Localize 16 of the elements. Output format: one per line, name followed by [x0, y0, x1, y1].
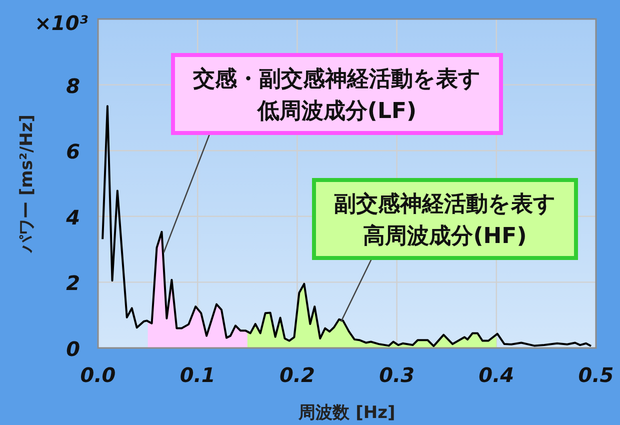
x-tick-label: 0.3	[379, 363, 415, 387]
y-tick-label: 8	[66, 74, 80, 98]
x-axis-title: 周波数 [Hz]	[298, 403, 396, 423]
text: ×10³	[34, 11, 88, 35]
annotation: 副交感神経活動を表す高周波成分(HF)	[334, 191, 556, 249]
x-tick-label: 0.4	[478, 363, 514, 387]
x-tick-label: 0.5	[578, 363, 614, 387]
y-tick-label: 6	[66, 140, 80, 164]
x-tick-label: 0.1	[180, 363, 216, 387]
annotation: 交感・副交感神経活動を表す低周波成分(LF)	[192, 66, 481, 124]
x-tick-label: 0.2	[279, 363, 315, 387]
y-tick-label: 0	[66, 337, 80, 361]
y-tick-label: 4	[65, 205, 80, 230]
x-tick-label: 0.0	[80, 363, 116, 387]
y-tick-label: 2	[66, 271, 80, 296]
y-axis-title: パワー [ms²/Hz]	[17, 114, 37, 254]
